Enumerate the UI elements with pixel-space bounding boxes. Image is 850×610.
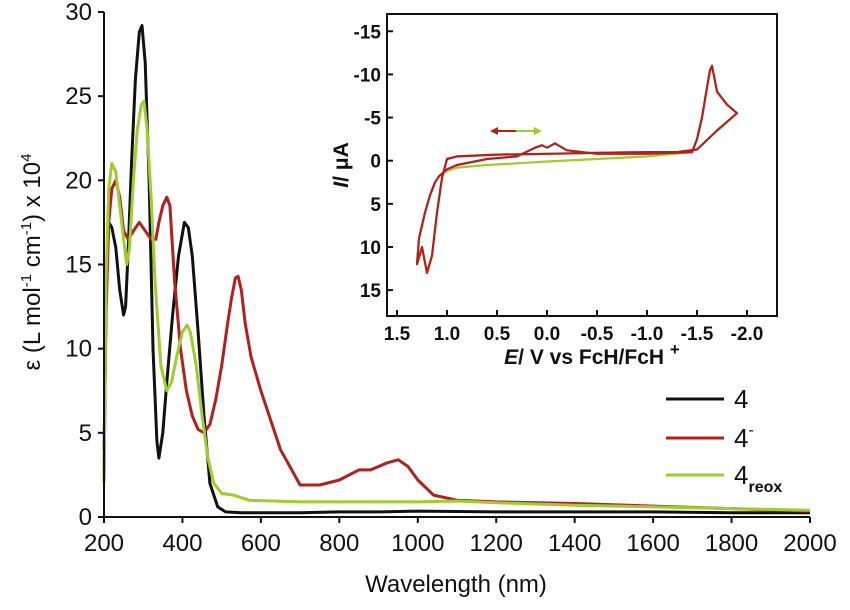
inset-y-ticks: -15 -10 -5 0 5 10 15 xyxy=(354,22,393,302)
main-y-tick-label: 20 xyxy=(65,167,92,194)
inset-plot-frame xyxy=(386,13,778,317)
legend-label-2: 4- xyxy=(734,422,754,453)
inset-y-tick-label: 10 xyxy=(360,238,381,259)
inset-x-axis-label: E/ V vs FcH/FcH + xyxy=(504,340,680,369)
main-y-label-sup1: -1 xyxy=(18,274,35,287)
cyclic-voltammogram-inset: 1.5 1.0 0.5 0.0 -0.5 -1.0 -1.5 -2.0 -15 -10 -5 0 5 1… xyxy=(330,13,778,369)
main-y-label-sup2: -1 xyxy=(18,222,35,235)
main-y-tick-label: 25 xyxy=(65,83,92,110)
inset-x-tick-label: 1.5 xyxy=(384,324,411,345)
legend-label-3: 4reox xyxy=(734,460,782,496)
inset-y-tick-label: -5 xyxy=(364,109,381,130)
scan-arrow-green-head xyxy=(534,127,542,135)
inset-x-tick-label: -1.5 xyxy=(681,324,714,345)
main-x-tick-label: 800 xyxy=(319,530,359,557)
main-y-tick-label: 15 xyxy=(65,252,92,279)
uv-vis-nir-chart: 200 400 600 800 1000 1200 1400 1600 1800 2000 051… xyxy=(18,0,837,598)
inset-y-axis-label: I/ μA xyxy=(330,142,353,188)
inset-series-group xyxy=(415,64,739,274)
inset-x-tick-label: 0.0 xyxy=(534,324,560,345)
inset-y-tick-label: -10 xyxy=(354,65,381,86)
main-y-ticks: 0 5 10 15 20 25 30 xyxy=(65,0,104,531)
inset-x-label-sup: + xyxy=(670,340,680,359)
main-y-axis-label: ε (L mol-1 cm-1) x 104 xyxy=(18,154,46,371)
inset-y-tick-label: 0 xyxy=(370,152,381,173)
main-series-line-1 xyxy=(102,24,810,515)
main-y-tick-label: 10 xyxy=(65,336,92,363)
main-x-tick-label: 1400 xyxy=(548,530,601,557)
scan-direction-arrow xyxy=(490,127,542,135)
main-x-tick-label: 400 xyxy=(162,530,202,557)
inset-x-label-rest: / V vs FcH/FcH xyxy=(518,346,670,369)
inset-background xyxy=(387,14,777,316)
inset-y-tick-label: 15 xyxy=(360,281,382,302)
main-y-label-end: ) x 10 xyxy=(19,162,46,222)
main-x-tick-label: 600 xyxy=(241,530,281,557)
main-y-label-main: ε (L mol xyxy=(19,287,46,370)
scan-arrow-red-head xyxy=(490,127,498,135)
inset-x-tick-label: 1.0 xyxy=(434,324,460,345)
legend-label-1: 4 xyxy=(734,384,748,414)
inset-x-ticks: 1.5 1.0 0.5 0.0 -0.5 -1.0 -1.5 -2.0 xyxy=(384,310,764,345)
inset-y-label-italic: I xyxy=(330,181,353,188)
legend: 4 4- 4reox xyxy=(666,384,782,496)
inset-series-line-2 xyxy=(415,64,739,274)
main-x-axis-label: Wavelength (nm) xyxy=(365,571,547,598)
inset-x-label-italic: E xyxy=(504,346,519,369)
main-y-tick-label: 0 xyxy=(79,504,92,531)
main-y-tick-label: 30 xyxy=(65,0,92,26)
main-y-label-mid: cm xyxy=(19,235,46,274)
inset-x-tick-label: -1.0 xyxy=(631,324,664,345)
main-x-tick-label: 1000 xyxy=(391,530,444,557)
main-series-group xyxy=(102,24,811,515)
inset-x-tick-label: -2.0 xyxy=(731,324,764,345)
main-y-label-sup3: 4 xyxy=(18,154,35,162)
inset-y-tick-label: 5 xyxy=(370,195,381,216)
inset-x-tick-label: -0.5 xyxy=(581,324,614,345)
main-x-tick-label: 2000 xyxy=(783,530,836,557)
main-x-ticks: 200 400 600 800 1000 1200 1400 1600 1800 2000 xyxy=(84,517,837,557)
main-x-tick-label: 1600 xyxy=(626,530,679,557)
main-series-line-2 xyxy=(102,178,811,513)
main-x-tick-label: 1200 xyxy=(470,530,523,557)
inset-x-tick-label: 0.5 xyxy=(484,324,511,345)
main-x-tick-label: 1800 xyxy=(705,530,758,557)
main-x-tick-label: 200 xyxy=(84,530,124,557)
main-series-line-3 xyxy=(102,99,811,512)
inset-y-tick-label: -15 xyxy=(354,22,382,43)
main-y-tick-label: 5 xyxy=(79,420,92,447)
inset-y-label-rest: / μA xyxy=(330,142,353,182)
